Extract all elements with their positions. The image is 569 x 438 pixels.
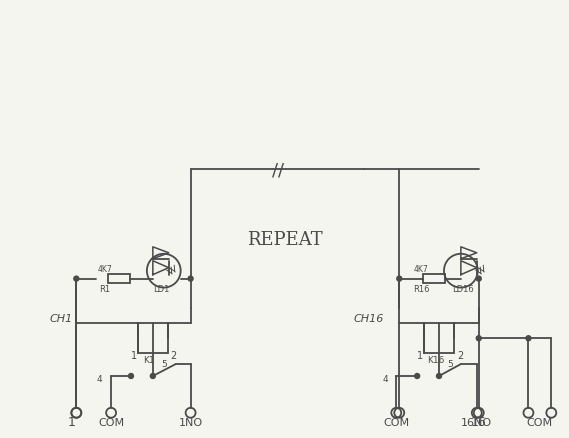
Text: 2: 2 [171, 350, 177, 360]
Text: 1: 1 [417, 350, 423, 360]
Text: COM: COM [526, 417, 552, 427]
Text: CH16: CH16 [354, 314, 385, 324]
Text: 16: 16 [471, 415, 486, 428]
Circle shape [476, 276, 481, 282]
Text: 1: 1 [67, 415, 75, 428]
Text: $\mathsf{//}$: $\mathsf{//}$ [271, 161, 285, 179]
Bar [138, 324, 168, 353]
Text: 16NO: 16NO [461, 417, 492, 427]
Text: 1: 1 [131, 350, 137, 360]
Circle shape [526, 336, 531, 341]
Text: REPEAT: REPEAT [247, 230, 323, 248]
Circle shape [74, 276, 79, 282]
Circle shape [415, 374, 420, 378]
Text: R1: R1 [100, 284, 111, 293]
Text: 4K7: 4K7 [98, 264, 113, 273]
Circle shape [436, 374, 442, 378]
Bar [423, 275, 445, 283]
Bar [108, 275, 130, 283]
Text: 5: 5 [447, 359, 453, 368]
Bar [424, 324, 454, 353]
Text: 4K7: 4K7 [414, 264, 428, 273]
Text: 4: 4 [382, 374, 388, 383]
Text: COM: COM [384, 417, 409, 427]
Text: 4: 4 [96, 374, 102, 383]
Circle shape [476, 336, 481, 341]
Text: K16: K16 [427, 355, 444, 364]
Text: COM: COM [98, 417, 124, 427]
Text: K1: K1 [143, 355, 155, 364]
Text: 5: 5 [161, 359, 167, 368]
Text: CH1: CH1 [49, 314, 72, 324]
Text: R16: R16 [413, 284, 430, 293]
Text: 2: 2 [457, 350, 463, 360]
Circle shape [129, 374, 134, 378]
Circle shape [188, 276, 193, 282]
Circle shape [150, 374, 155, 378]
Circle shape [397, 276, 402, 282]
Text: 1NO: 1NO [179, 417, 203, 427]
Text: LD1: LD1 [154, 284, 170, 293]
Text: LD16: LD16 [452, 284, 474, 293]
